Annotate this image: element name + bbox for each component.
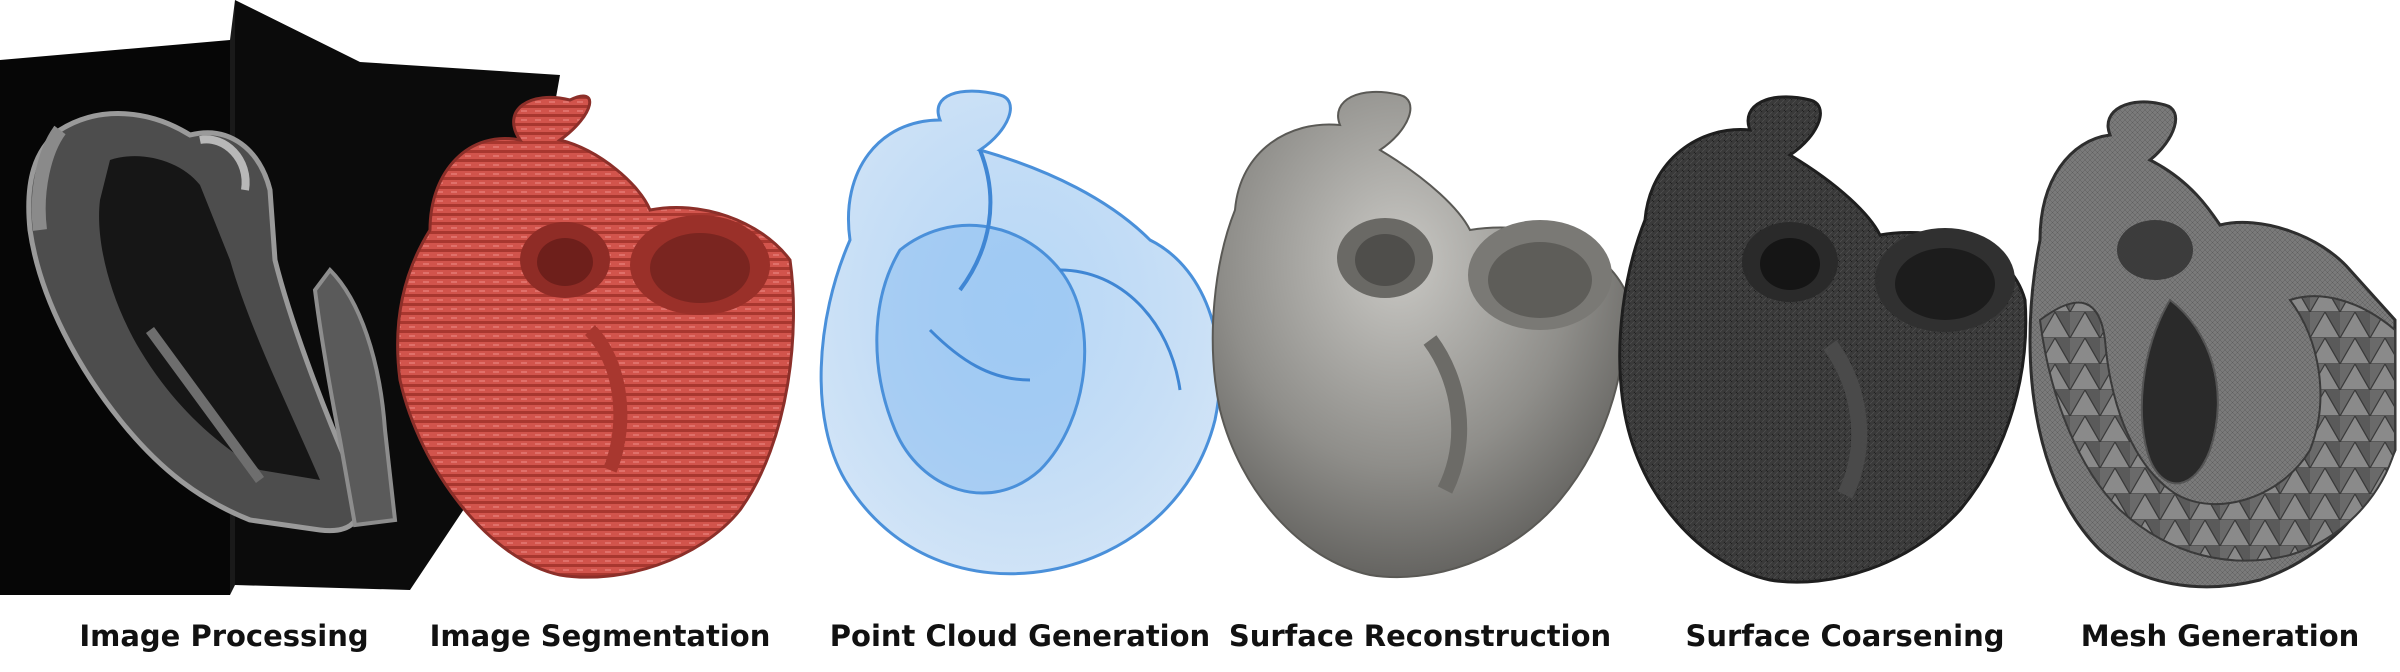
segmented-heart xyxy=(396,94,795,579)
point-cloud-heart xyxy=(819,89,1222,576)
coarsened-mesh-heart xyxy=(1618,95,2028,584)
stage-label-point-cloud-generation: Point Cloud Generation xyxy=(829,619,1211,653)
stage-label-surface-coarsening: Surface Coarsening xyxy=(1685,619,2005,653)
smooth-surface-heart xyxy=(1211,90,1627,579)
stage-label-image-processing: Image Processing xyxy=(79,619,369,653)
pipeline-illustration xyxy=(0,0,2397,595)
stage-label-mesh-generation: Mesh Generation xyxy=(2080,619,2360,653)
stage-label-image-segmentation: Image Segmentation xyxy=(429,619,771,653)
stage-label-surface-reconstruction: Surface Reconstruction xyxy=(1228,619,1612,653)
volume-mesh-heart xyxy=(2028,100,2397,589)
